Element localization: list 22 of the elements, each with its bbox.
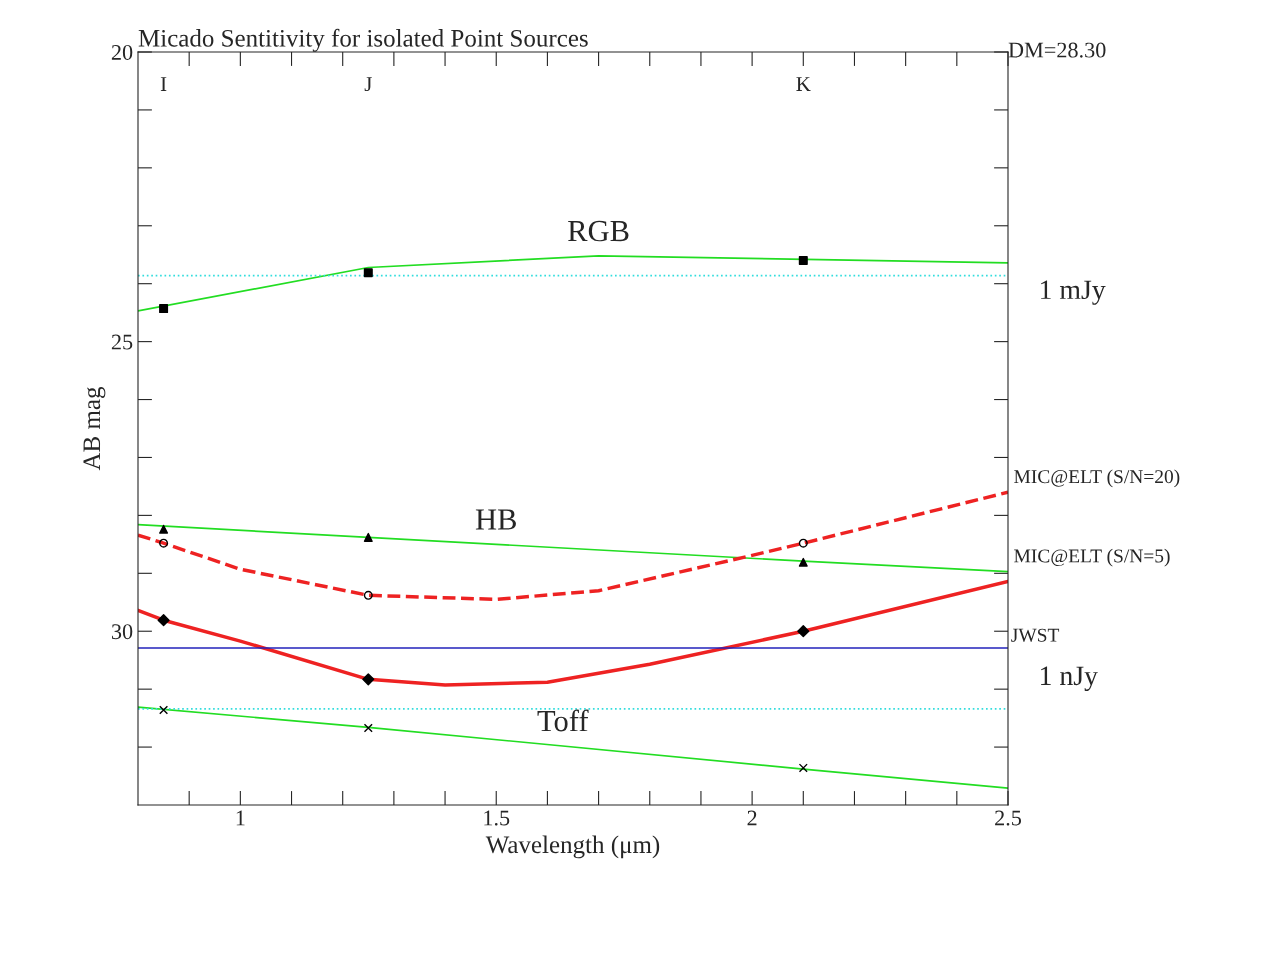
x-tick-label: 1 [236,810,245,826]
annotation: I [160,77,167,91]
annotation: HB [475,509,516,530]
annotation: Toff [537,709,589,732]
y-tick-label: 20 [111,44,133,60]
annotation: RGB [568,220,629,242]
chart-title: Micado Sentitivity for isolated Point Sources [138,28,588,52]
annotation: K [796,77,811,91]
x-axis-title: Wavelength (μm) [485,835,660,859]
ref-line-label: 1 nJy [1041,666,1098,691]
ref-line-label: JWST [1011,628,1060,642]
x-tick-label: 2.5 [995,810,1022,826]
ref-line-label: 1 mJy [1041,280,1106,305]
y-axis-title: AB mag [83,386,106,471]
y-tick-label: 30 [111,624,133,640]
y-tick-label: 25 [111,334,133,350]
annotation: MIC@ELT (S/N=5) [1014,548,1170,567]
annotation: J [364,77,372,92]
x-tick-label: 1.5 [484,810,510,826]
annotation: MIC@ELT (S/N=20) [1014,469,1180,488]
x-tick-label: 2 [747,810,757,826]
text: DM=28.30 [1008,42,1106,58]
